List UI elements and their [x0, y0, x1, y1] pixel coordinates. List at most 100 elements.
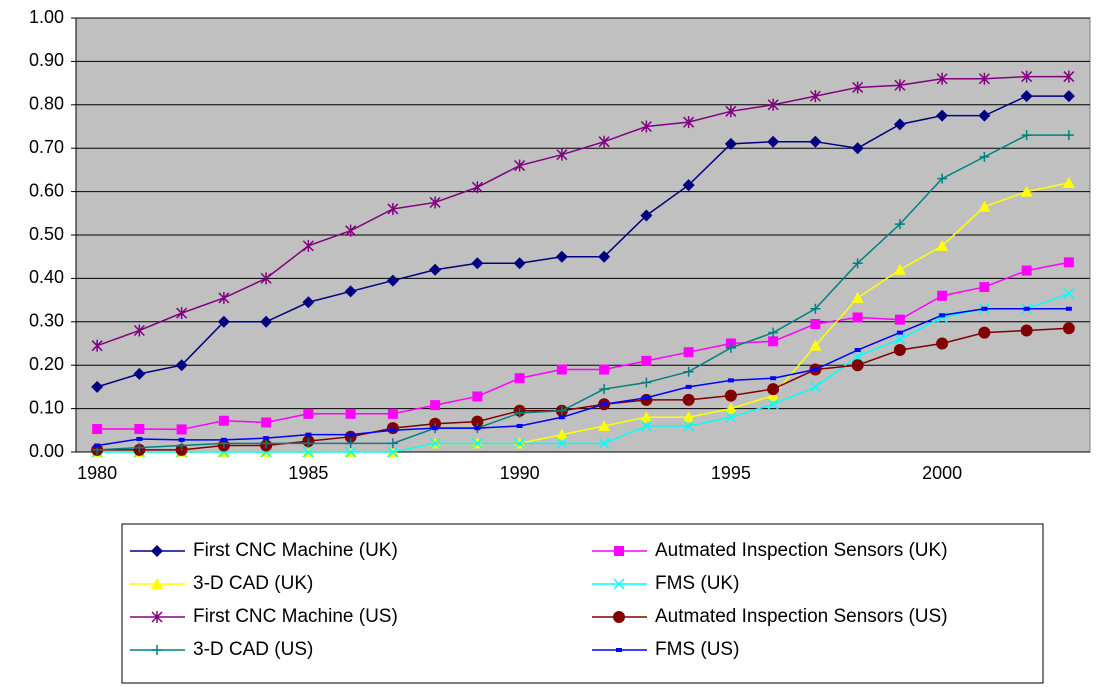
data-point [1021, 130, 1032, 141]
data-point [683, 116, 695, 129]
x-tick-label: 1985 [288, 463, 328, 483]
data-point [1063, 257, 1074, 268]
data-point [936, 239, 949, 251]
data-point [1063, 130, 1074, 141]
data-point [134, 423, 145, 434]
data-point [387, 202, 399, 215]
data-point [387, 408, 398, 419]
data-point [978, 72, 990, 85]
data-point [1020, 324, 1033, 337]
data-point [302, 446, 314, 458]
data-point [556, 148, 568, 161]
data-point [430, 400, 441, 411]
data-point [641, 377, 652, 388]
data-point [937, 290, 948, 301]
data-point [640, 209, 653, 222]
data-point [217, 315, 230, 328]
data-point [176, 424, 187, 435]
data-point [893, 344, 906, 357]
data-point [724, 137, 737, 150]
data-point [386, 422, 399, 435]
data-point [429, 437, 441, 449]
data-point [558, 415, 565, 420]
x-tick-label: 1995 [711, 463, 751, 483]
y-tick-label: 0.40 [29, 267, 64, 287]
data-point [727, 378, 734, 383]
data-point [94, 443, 101, 448]
legend: First CNC Machine (UK) Autmated Inspectio… [121, 523, 1044, 684]
data-point [601, 402, 608, 407]
y-tick-label: 0.80 [29, 94, 64, 114]
data-point [725, 342, 736, 353]
data-point [1062, 90, 1075, 103]
data-point [893, 118, 906, 131]
data-point [852, 350, 864, 363]
data-point [682, 179, 695, 192]
data-point [896, 330, 903, 335]
legend-marker [616, 648, 622, 652]
data-point [429, 263, 442, 276]
data-point [555, 428, 568, 440]
data-point [981, 306, 988, 311]
data-point [263, 436, 270, 441]
data-point [136, 436, 143, 441]
data-point [725, 105, 737, 118]
data-point [429, 196, 441, 209]
data-point [176, 307, 188, 320]
data-point [939, 313, 946, 318]
legend-marker [152, 645, 162, 655]
y-tick-label: 0.30 [29, 311, 64, 331]
data-point [1021, 70, 1033, 83]
data-point [979, 151, 990, 162]
data-point [386, 274, 399, 287]
data-point [514, 373, 525, 384]
data-point [768, 336, 779, 347]
data-point [134, 442, 145, 453]
data-point [683, 366, 694, 377]
data-point [347, 432, 354, 437]
data-point [516, 423, 523, 428]
data-point [133, 367, 146, 380]
legend-box [121, 523, 1044, 684]
data-point [682, 393, 695, 406]
data-point [1021, 265, 1032, 276]
data-point [768, 327, 779, 338]
data-point [937, 173, 948, 184]
data-point [682, 411, 695, 423]
data-point [389, 428, 396, 433]
series-line [97, 261, 1070, 431]
legend-label: First CNC Machine (US) [193, 606, 398, 627]
legend-marker [613, 578, 625, 590]
data-point [598, 135, 610, 148]
data-point [936, 72, 948, 85]
data-point [767, 135, 780, 148]
data-point [936, 337, 949, 350]
y-tick-label: 0.70 [29, 137, 64, 157]
data-point [471, 257, 484, 270]
series-line [97, 308, 1069, 447]
data-point [556, 364, 567, 375]
data-point [767, 98, 779, 111]
data-point [852, 81, 864, 94]
data-point [683, 347, 694, 358]
data-point [261, 417, 272, 428]
data-point [556, 405, 567, 416]
legend-label: 3-D CAD (UK) [193, 573, 313, 594]
data-point [854, 348, 861, 353]
data-point [1062, 176, 1075, 188]
x-tick-label: 2000 [922, 463, 962, 483]
legend-marker [613, 611, 625, 623]
legend-marker [614, 546, 624, 556]
y-tick-label: 0.00 [29, 441, 64, 461]
data-point [91, 380, 104, 393]
data-point [641, 355, 652, 366]
data-point [514, 407, 525, 418]
series-line [97, 292, 1070, 453]
data-point [640, 120, 652, 133]
x-tick-label: 1990 [500, 463, 540, 483]
data-point [640, 393, 653, 406]
data-point [683, 420, 695, 432]
y-tick-label: 0.10 [29, 397, 64, 417]
data-point [767, 383, 780, 396]
